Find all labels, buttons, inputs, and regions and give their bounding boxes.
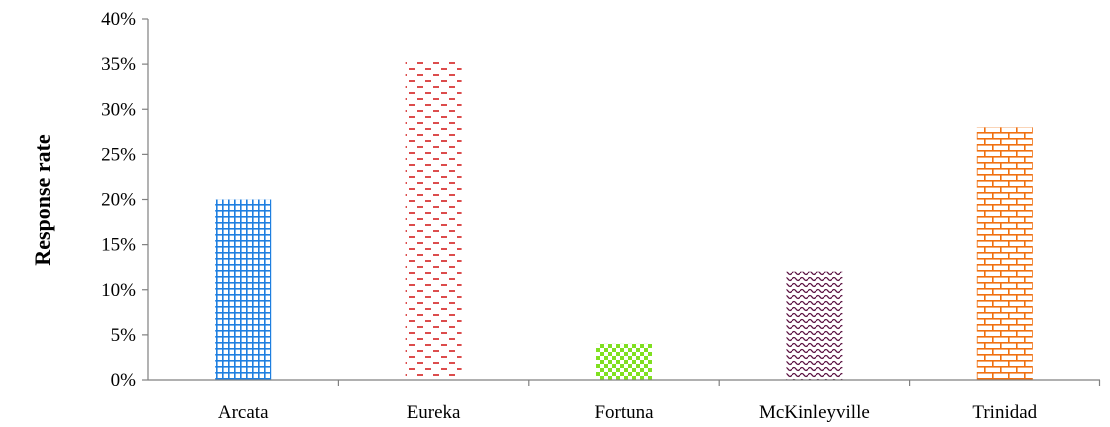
y-tick-label: 25% <box>101 144 136 165</box>
y-tick-label: 0% <box>111 370 137 391</box>
x-category-label: Trinidad <box>972 402 1037 423</box>
y-tick-label: 5% <box>111 325 137 346</box>
y-tick-label: 35% <box>101 54 136 75</box>
y-tick-label: 40% <box>101 9 136 30</box>
bar-fortuna <box>596 343 652 380</box>
y-tick-label: 30% <box>101 99 136 120</box>
y-tick-label: 15% <box>101 235 136 256</box>
y-axis-label: Response rate <box>30 134 55 266</box>
x-category-label: McKinleyville <box>759 402 870 423</box>
x-axis-ticks: Arcata Eureka Fortuna McKinleyville Trinidad <box>218 380 1101 423</box>
bar-arcata <box>215 199 272 380</box>
x-category-label: Eureka <box>407 402 461 423</box>
x-category-label: Fortuna <box>594 402 654 423</box>
y-tick-label: 10% <box>101 280 136 301</box>
bars <box>215 59 1033 381</box>
bar-trinidad <box>976 127 1033 380</box>
bar-mckinleyville <box>786 271 843 380</box>
y-tick-label: 20% <box>101 190 136 211</box>
bar-eureka <box>405 59 462 381</box>
x-category-label: Arcata <box>218 402 269 423</box>
y-axis-ticks: 0% 5% 10% 15% 20% 25% 30% 35% 40% <box>101 9 148 391</box>
